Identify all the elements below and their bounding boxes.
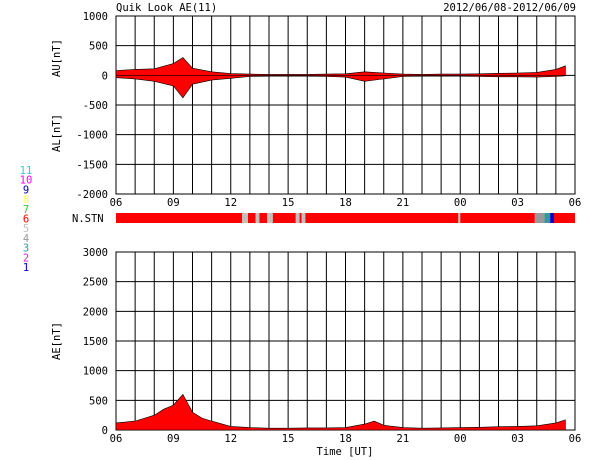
top-xtick-label: 15 [282, 197, 295, 209]
au-series-area [115, 57, 566, 76]
bottom-ytick-label: 2000 [83, 306, 108, 318]
ae-axis-label: AE[nT] [51, 322, 63, 360]
top-xtick-label: 06 [110, 197, 123, 209]
station-bar-segment [242, 213, 248, 223]
station-bar-segment [295, 213, 300, 223]
top-xtick-label: 18 [339, 197, 352, 209]
legend-item-3: 3 [23, 243, 29, 255]
bottom-xtick-label: 00 [454, 433, 467, 445]
station-bar-segment [255, 213, 260, 223]
top-ytick-label: 500 [89, 41, 108, 53]
station-bar-segment [267, 213, 273, 223]
station-bar-segment [305, 213, 459, 223]
station-bar-segment [259, 213, 268, 223]
bottom-xtick-label: 21 [397, 433, 410, 445]
legend-item-11: 11 [20, 165, 33, 177]
top-ytick-label: -500 [83, 100, 108, 112]
legend-item-8: 8 [23, 194, 29, 206]
station-bar-segment [299, 213, 302, 223]
bottom-xtick-label: 06 [110, 433, 123, 445]
top-ytick-label: 0 [102, 70, 108, 82]
station-bar-segment [116, 213, 243, 223]
chart-title: Quik Look AE(11) [116, 2, 217, 14]
station-bar-segment [247, 213, 256, 223]
bottom-xtick-label: 12 [224, 433, 237, 445]
al-series-area [115, 75, 566, 99]
bottom-xtick-label: 03 [511, 433, 524, 445]
station-bar-label: N.STN [72, 213, 104, 225]
station-bar-segment [460, 213, 535, 223]
bottom-ytick-label: 3000 [83, 247, 108, 259]
legend-item-6: 6 [23, 214, 29, 226]
top-xtick-label: 21 [397, 197, 410, 209]
top-ytick-label: 1000 [83, 11, 108, 23]
x-axis-title: Time [UT] [317, 446, 374, 458]
legend-item-1: 1 [23, 262, 29, 274]
top-xtick-label: 03 [511, 197, 524, 209]
bottom-ytick-label: 1000 [83, 366, 108, 378]
bottom-xtick-label: 06 [569, 433, 582, 445]
bottom-xtick-label: 15 [282, 433, 295, 445]
station-bar-segment [301, 213, 306, 223]
station-bar-segment [272, 213, 296, 223]
top-xtick-label: 00 [454, 197, 467, 209]
bottom-ytick-label: 1500 [83, 336, 108, 348]
legend-item-4: 4 [23, 233, 29, 245]
al-axis-label: AL[nT] [51, 114, 63, 152]
bottom-ytick-label: 500 [89, 395, 108, 407]
top-ytick-label: -1500 [76, 159, 108, 171]
station-bar-segment [458, 213, 461, 223]
legend-item-5: 5 [23, 223, 29, 235]
ae-series-area [115, 393, 566, 431]
top-xtick-label: 06 [569, 197, 582, 209]
bottom-ytick-label: 0 [102, 425, 108, 437]
bottom-xtick-label: 18 [339, 433, 352, 445]
top-ytick-label: -1000 [76, 130, 108, 142]
legend-item-2: 2 [23, 252, 29, 264]
legend-item-7: 7 [23, 204, 29, 216]
bottom-ytick-label: 2500 [83, 277, 108, 289]
top-xtick-label: 12 [224, 197, 237, 209]
station-count-bar [116, 213, 575, 223]
station-bar-segment [534, 213, 545, 223]
top-xtick-label: 09 [167, 197, 180, 209]
station-bar-segment [550, 213, 554, 223]
bottom-xtick-label: 09 [167, 433, 180, 445]
au-axis-label: AU[nT] [51, 39, 63, 77]
station-bar-segment [553, 213, 575, 223]
legend-item-10: 10 [20, 175, 33, 187]
top-ytick-label: -2000 [76, 189, 108, 201]
station-bar-segment [544, 213, 551, 223]
date-range: 2012/06/08-2012/06/09 [443, 2, 576, 14]
legend-item-9: 9 [23, 184, 29, 196]
